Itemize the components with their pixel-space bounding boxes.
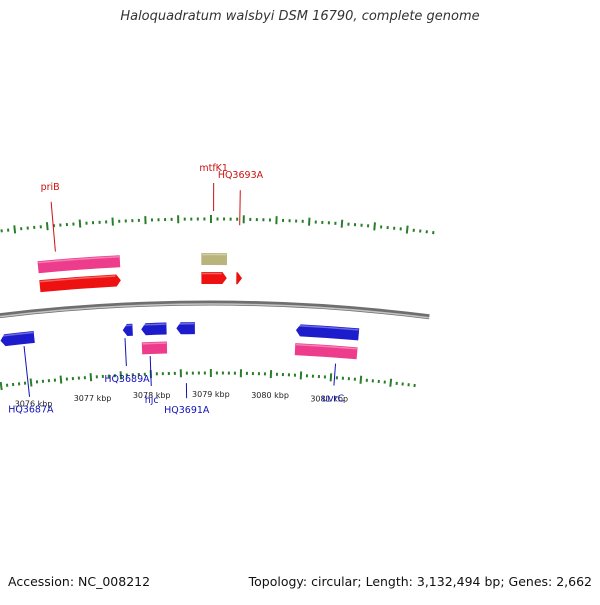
leader-hjc xyxy=(150,356,151,386)
scale-label-3080: 3080 kbp xyxy=(251,391,289,400)
outer-tick-mark xyxy=(407,226,408,234)
backbone-line xyxy=(0,303,429,336)
inner-tick-mark xyxy=(91,373,92,381)
inner-tick-mark xyxy=(390,379,391,387)
topology-label: Topology: circular; Length: 3,132,494 bp… xyxy=(249,574,592,589)
leader-hq3687a xyxy=(24,346,30,397)
cds-hjc-bar-shine xyxy=(142,343,166,344)
leader-hq3689a xyxy=(125,338,126,366)
inner-tick-mark xyxy=(31,379,32,387)
outer-tick-mark xyxy=(47,222,48,230)
leader-hq3693a xyxy=(240,190,241,225)
inner-tick-mark xyxy=(360,376,361,384)
gene-label-hjc: hjc xyxy=(145,395,159,406)
outer-tick-mark xyxy=(342,220,343,228)
inner-tick-mark xyxy=(61,376,62,384)
inner-tick-mark xyxy=(1,382,2,390)
gene-label-hq3693a: HQ3693A xyxy=(218,170,264,181)
gene-label-hq3689a: HQ3689A xyxy=(104,374,150,385)
accession-label: Accession: NC_008212 xyxy=(8,574,150,589)
scale-label-3079: 3079 kbp xyxy=(192,390,230,399)
scale-label-3077: 3077 kbp xyxy=(74,394,112,403)
gene-hjc-arrow-shine xyxy=(142,324,166,325)
gene-label-hq3687a: HQ3687A xyxy=(8,405,54,416)
gene-label-uvrc: uvrC xyxy=(322,394,345,405)
map-title: Haloquadratum walsbyi DSM 16790, complet… xyxy=(0,9,600,24)
leader-uvrc xyxy=(334,364,336,386)
gene-hq3693a-arrow xyxy=(236,272,242,284)
inner-tick-mark xyxy=(331,373,332,381)
gene-label-prib: priB xyxy=(41,182,60,193)
gene-label-hq3691a: HQ3691A xyxy=(164,405,210,416)
outer-tick-mark xyxy=(80,220,81,228)
outer-tick-mark xyxy=(374,222,375,230)
outer-tick-mark xyxy=(14,225,15,233)
